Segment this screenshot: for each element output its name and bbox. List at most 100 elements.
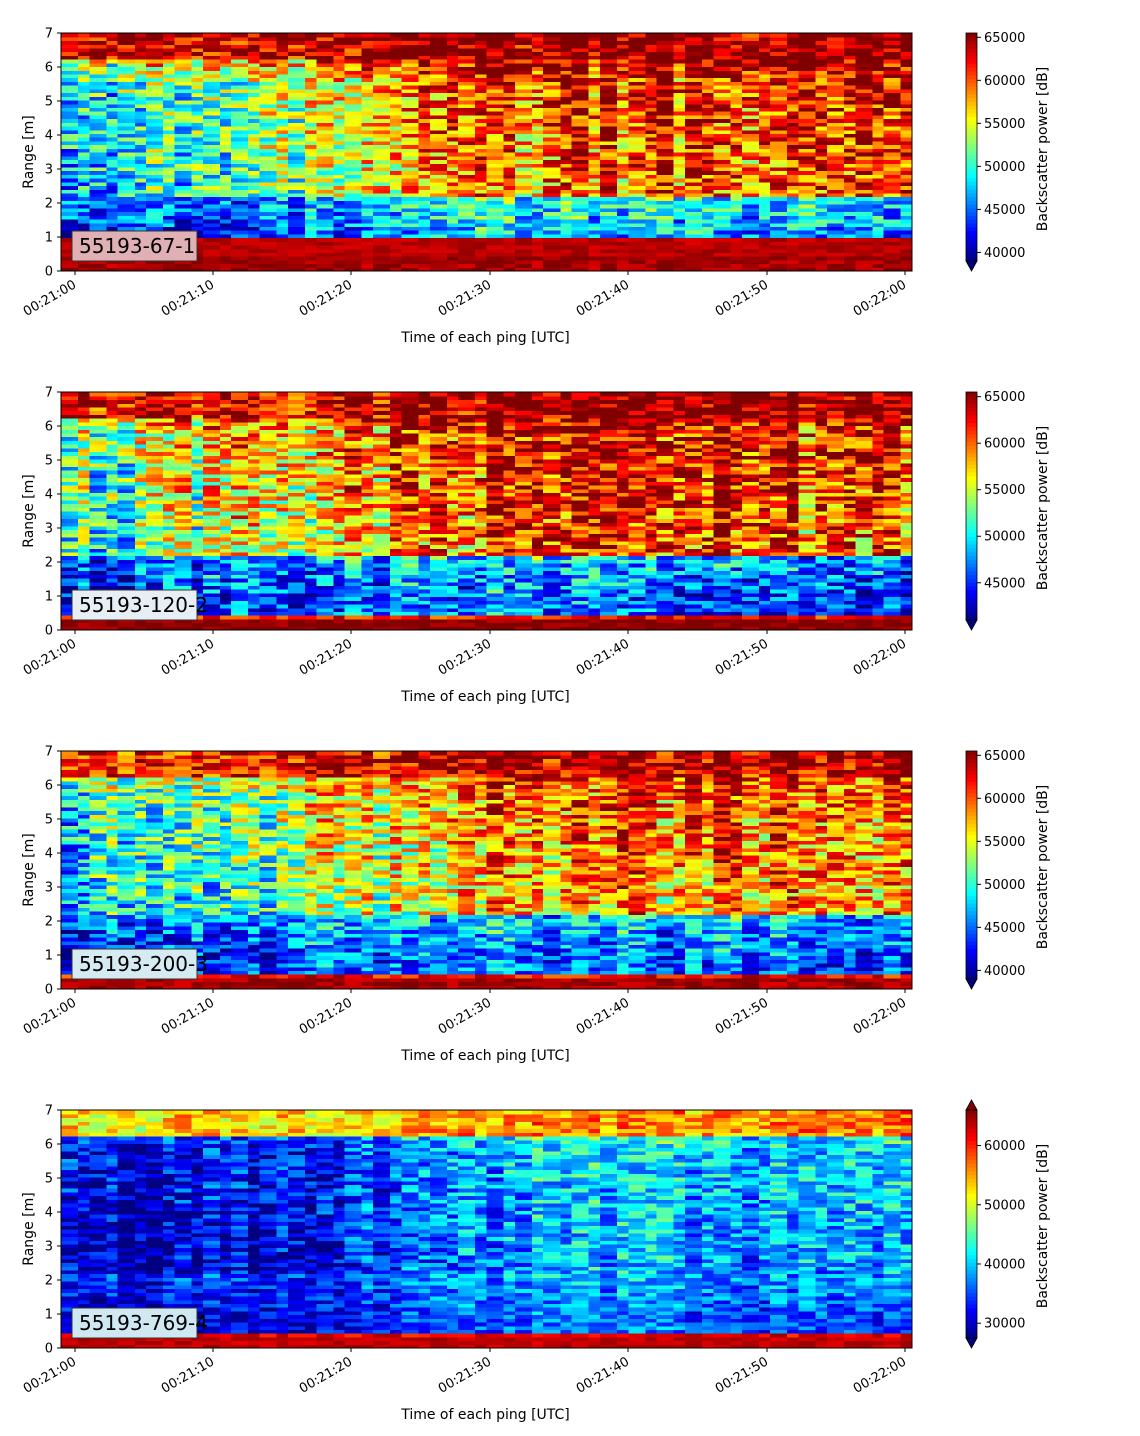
- heatmap-cell: [446, 107, 454, 112]
- heatmap-cell: [129, 129, 136, 135]
- heatmap-cell: [321, 155, 329, 161]
- heatmap-cell: [452, 189, 459, 194]
- heatmap-cell: [378, 125, 385, 131]
- heatmap-cell: [191, 44, 198, 49]
- heatmap-cell: [185, 103, 193, 108]
- heatmap-cell: [83, 85, 90, 90]
- heatmap-cell: [321, 189, 329, 194]
- heatmap-cell: [106, 133, 113, 138]
- heatmap-cell: [497, 137, 505, 142]
- heatmap-cell: [310, 88, 317, 94]
- heatmap-cell: [407, 196, 414, 201]
- heatmap-cell: [259, 189, 266, 194]
- heatmap-cell: [350, 189, 357, 194]
- heatmap-cell: [367, 196, 374, 201]
- heatmap-cell: [486, 174, 493, 179]
- heatmap-cell: [95, 129, 102, 135]
- heatmap-cell: [418, 77, 425, 82]
- heatmap-cell: [191, 133, 198, 138]
- heatmap-cell: [401, 259, 408, 265]
- heatmap-cell: [287, 77, 295, 82]
- heatmap-cell: [123, 140, 130, 146]
- heatmap-cell: [72, 114, 79, 120]
- heatmap-cell: [134, 204, 142, 209]
- heatmap-cell: [293, 66, 300, 71]
- heatmap-cell: [458, 181, 465, 187]
- heatmap-cell: [452, 237, 459, 242]
- heatmap-cell: [106, 159, 113, 164]
- heatmap-cell: [446, 192, 454, 198]
- heatmap-cell: [395, 125, 402, 131]
- heatmap-cell: [390, 36, 397, 42]
- heatmap-cell: [185, 133, 193, 138]
- heatmap-cell: [78, 215, 85, 220]
- heatmap-cell: [327, 204, 334, 209]
- heatmap-cell: [344, 96, 351, 101]
- heatmap-cell: [248, 152, 255, 157]
- heatmap-cell: [287, 125, 295, 131]
- heatmap-cell: [293, 244, 300, 250]
- heatmap-cell: [350, 181, 357, 187]
- heatmap-cell: [219, 51, 227, 56]
- heatmap-cell: [185, 189, 193, 194]
- heatmap-cell: [140, 178, 147, 183]
- heatmap-cell: [180, 114, 187, 120]
- heatmap-cell: [452, 114, 459, 120]
- heatmap-cell: [185, 159, 193, 164]
- heatmap-cell: [106, 118, 113, 123]
- heatmap-cell: [435, 55, 442, 60]
- heatmap-cell: [373, 263, 380, 268]
- heatmap-cell: [316, 40, 323, 45]
- heatmap-cell: [191, 152, 198, 157]
- heatmap-cell: [469, 33, 476, 38]
- heatmap-cell: [157, 129, 164, 135]
- heatmap-cell: [89, 129, 96, 135]
- heatmap-cell: [418, 178, 425, 183]
- heatmap-cell: [129, 133, 136, 138]
- heatmap-cell: [157, 92, 164, 97]
- heatmap-cell: [446, 256, 454, 261]
- heatmap-cell: [259, 118, 266, 123]
- heatmap-cell: [435, 163, 442, 168]
- heatmap-cell: [61, 233, 68, 239]
- heatmap-cell: [480, 248, 488, 254]
- heatmap-cell: [180, 174, 187, 179]
- heatmap-cell: [333, 47, 340, 53]
- heatmap-cell: [117, 159, 124, 164]
- heatmap-cell: [259, 59, 266, 64]
- heatmap-cell: [378, 252, 385, 257]
- heatmap-cell: [475, 59, 482, 64]
- heatmap-cell: [242, 107, 249, 112]
- heatmap-cell: [469, 200, 476, 205]
- heatmap-cell: [373, 96, 380, 101]
- heatmap-cell: [123, 211, 130, 216]
- heatmap-cell: [197, 178, 204, 183]
- heatmap-cell: [208, 230, 215, 235]
- heatmap-cell: [407, 114, 414, 120]
- heatmap-cell: [401, 33, 408, 38]
- heatmap-cell: [418, 207, 425, 213]
- heatmap-cell: [463, 152, 471, 157]
- heatmap-cell: [373, 252, 380, 257]
- heatmap-cell: [333, 36, 340, 42]
- heatmap-cell: [350, 204, 357, 209]
- heatmap-cell: [151, 88, 159, 94]
- heatmap-cell: [100, 144, 107, 149]
- heatmap-cell: [344, 174, 351, 179]
- heatmap-cell: [208, 174, 215, 179]
- heatmap-cell: [429, 114, 437, 120]
- heatmap-cell: [174, 204, 181, 209]
- heatmap-cell: [469, 44, 476, 49]
- heatmap-cell: [61, 218, 68, 224]
- heatmap-cell: [78, 77, 85, 82]
- heatmap-cell: [236, 237, 244, 242]
- heatmap-cell: [338, 218, 346, 224]
- heatmap-cell: [401, 55, 408, 60]
- heatmap-cell: [168, 226, 176, 231]
- heatmap-cell: [373, 256, 380, 261]
- heatmap-cell: [299, 267, 306, 272]
- heatmap-cell: [248, 189, 255, 194]
- heatmap-cell: [475, 252, 482, 257]
- heatmap-cell: [265, 70, 272, 75]
- heatmap-cell: [282, 152, 289, 157]
